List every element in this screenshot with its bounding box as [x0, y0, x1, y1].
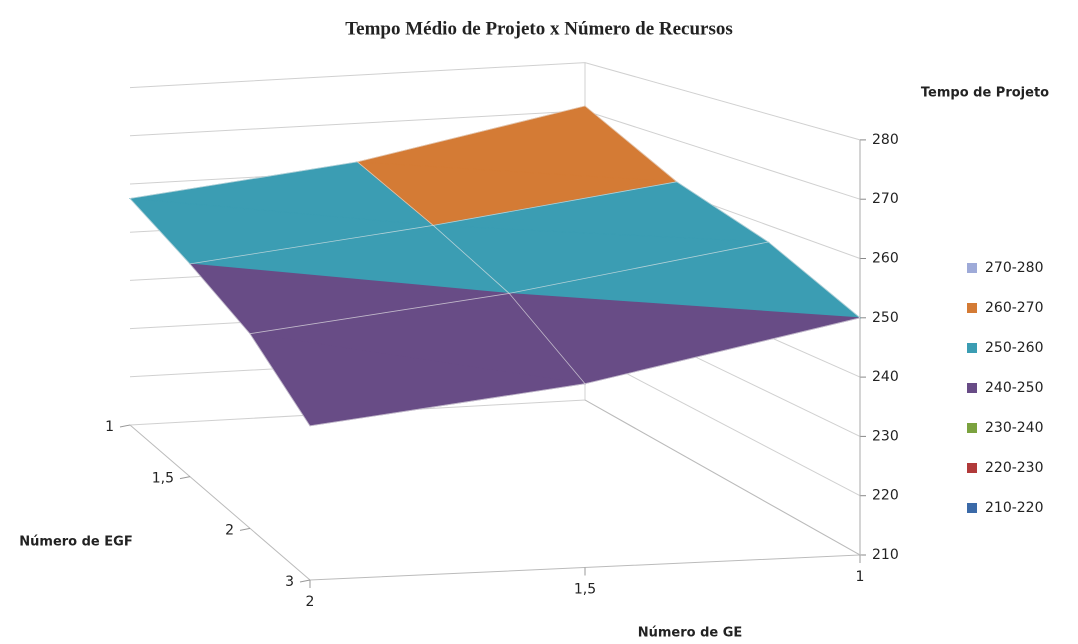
- y-axis-label: Número de EGF: [19, 535, 132, 550]
- z-tick-label: 260: [872, 251, 899, 267]
- y-tick: [179, 476, 191, 480]
- y-tick-label: 2: [225, 522, 234, 538]
- z-tick-label: 210: [872, 547, 899, 563]
- legend-swatch: [967, 263, 977, 273]
- legend-label: 260-270: [985, 300, 1044, 316]
- legend-label: 230-240: [985, 420, 1044, 436]
- legend-swatch: [967, 303, 977, 313]
- y-tick: [119, 424, 131, 428]
- legend-swatch: [967, 343, 977, 353]
- z-tick-label: 280: [872, 132, 899, 148]
- z-tick-label: 250: [872, 310, 899, 326]
- legend-label: 220-230: [985, 460, 1044, 476]
- legend-label: 210-220: [985, 500, 1044, 516]
- floor-edges: [129, 399, 862, 581]
- grid-line: [129, 399, 861, 556]
- surface-line: [584, 105, 861, 319]
- legend-swatch: [967, 423, 977, 433]
- y-tick: [239, 527, 251, 531]
- z-tick-label: 240: [872, 369, 899, 385]
- legend-label: 250-260: [985, 340, 1044, 356]
- surface-line: [129, 198, 311, 427]
- y-tick-label: 3: [285, 574, 294, 590]
- legend-label: 240-250: [985, 380, 1044, 396]
- y-tick: [299, 579, 311, 583]
- x-tick-label: 1: [856, 569, 865, 585]
- legend-swatch: [967, 383, 977, 393]
- surface-line: [357, 161, 586, 384]
- chart-title: Tempo Médio de Projeto x Número de Recur…: [345, 18, 733, 39]
- z-tick-label: 220: [872, 488, 899, 504]
- x-tick-label: 2: [306, 594, 315, 610]
- legend-swatch: [967, 463, 977, 473]
- legend-label: 270-280: [985, 260, 1044, 276]
- y-tick-label: 1,5: [152, 471, 174, 487]
- z-tick-label: 230: [872, 428, 899, 444]
- z-tick-label: 270: [872, 191, 899, 207]
- y-tick-label: 1: [105, 419, 114, 435]
- x-tick-label: 1,5: [574, 582, 596, 598]
- x-axis-label: Número de GE: [638, 626, 743, 641]
- z-axis-label: Tempo de Projeto: [921, 86, 1049, 101]
- legend-swatch: [967, 503, 977, 513]
